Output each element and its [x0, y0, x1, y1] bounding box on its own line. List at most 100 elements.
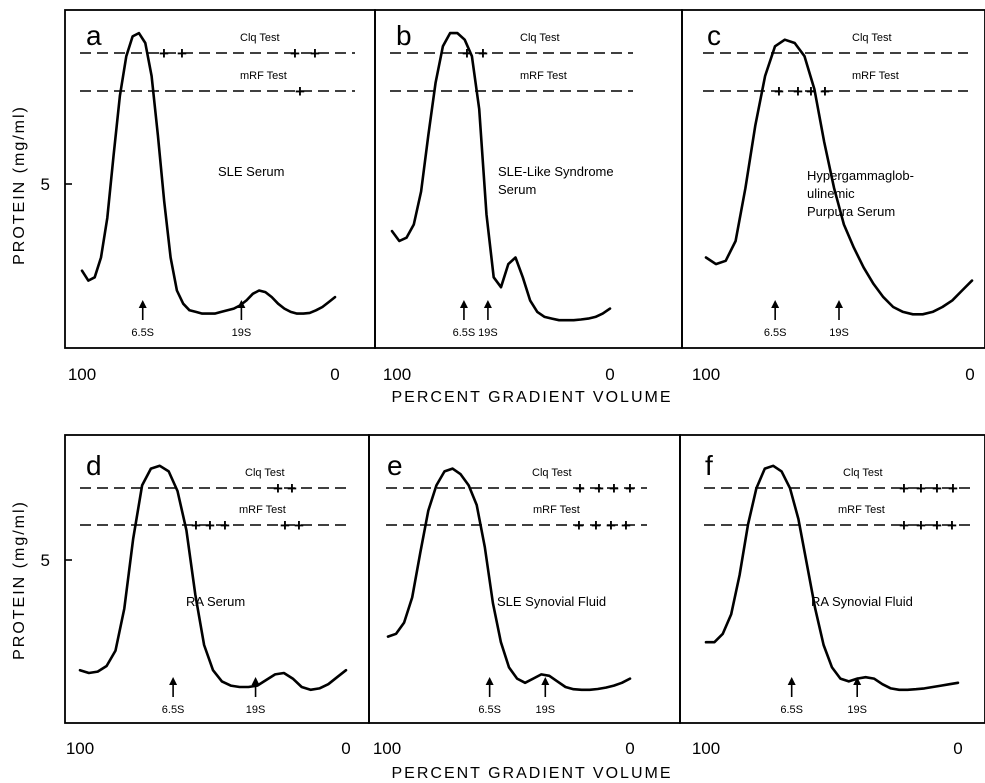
y-axis-title-bottom: PROTEIN (mg/ml) [11, 500, 28, 660]
marker-label: 19S [232, 327, 252, 339]
series-line-d [78, 464, 348, 692]
mrf-plus-mark: + [280, 516, 290, 535]
clq-plus-mark: + [287, 479, 297, 498]
panel-frame-c [681, 9, 985, 349]
panel-letter-d: d [86, 450, 102, 481]
mrf-plus-mark: + [591, 516, 601, 535]
panel-annotation-b: Serum [498, 182, 536, 197]
x-tick-label-0: 0 [953, 739, 962, 758]
mrf-test-label-e: mRF Test [533, 504, 580, 516]
marker-arrowhead [485, 677, 494, 685]
clq-plus-mark: + [273, 479, 283, 498]
panel-letter-e: e [387, 450, 403, 481]
marker-arrowhead [541, 677, 550, 685]
marker-arrowhead [835, 300, 843, 308]
mrf-plus-mark: + [191, 516, 201, 535]
clq-test-label-b: Clq Test [520, 32, 560, 44]
marker-label: 19S [246, 704, 266, 716]
series-line-c [704, 38, 974, 316]
marker-label: 6.5S [162, 704, 185, 716]
clq-plus-mark: + [594, 479, 604, 498]
marker-label: 6.5S [478, 704, 501, 716]
mrf-plus-mark: + [806, 82, 816, 101]
marker-arrowhead [771, 300, 780, 308]
mrf-plus-mark: + [220, 516, 230, 535]
marker-label: 19S [847, 704, 867, 716]
clq-plus-mark: + [177, 44, 187, 63]
x-tick-label-100: 100 [66, 739, 94, 758]
clq-plus-mark: + [899, 479, 909, 498]
y-axis-title-top: PROTEIN (mg/ml) [11, 105, 28, 265]
marker-arrowhead [483, 300, 492, 308]
clq-plus-mark: + [478, 44, 488, 63]
marker-arrowhead [787, 677, 796, 685]
panel-annotation-c: Hypergammaglob- [807, 168, 914, 183]
clq-plus-mark: + [625, 479, 635, 498]
series-line-a [80, 31, 337, 315]
x-tick-label-100: 100 [692, 739, 720, 758]
panel-annotation-c: ulinemic [807, 186, 855, 201]
mrf-plus-mark: + [294, 516, 304, 535]
series-line-e [386, 467, 632, 692]
panel-frame-d [64, 434, 370, 724]
clq-plus-mark: + [948, 479, 958, 498]
mrf-plus-mark: + [774, 82, 784, 101]
clq-plus-mark: + [462, 44, 472, 63]
mrf-plus-mark: + [820, 82, 830, 101]
x-tick-label-0: 0 [625, 739, 634, 758]
x-axis-title-top: PERCENT GRADIENT VOLUME [391, 389, 672, 406]
marker-label: 19S [829, 327, 849, 339]
clq-test-label-f: Clq Test [843, 467, 883, 479]
mrf-plus-mark: + [793, 82, 803, 101]
x-tick-label-100: 100 [692, 365, 720, 384]
marker-arrowhead [251, 677, 260, 685]
mrf-plus-mark: + [932, 516, 942, 535]
panel-frame-f [679, 434, 985, 724]
marker-arrowhead [459, 300, 468, 308]
series-line-f [704, 464, 960, 692]
panel-annotation-a: SLE Serum [218, 164, 284, 179]
x-tick-label-0: 0 [605, 365, 614, 384]
marker-label: 19S [536, 704, 556, 716]
mrf-plus-mark: + [574, 516, 584, 535]
y-tick-label-top: 5 [41, 175, 50, 194]
panel-letter-b: b [396, 20, 412, 51]
mrf-plus-mark: + [947, 516, 957, 535]
clq-plus-mark: + [575, 479, 585, 498]
clq-plus-mark: + [159, 44, 169, 63]
clq-test-label-d: Clq Test [245, 467, 285, 479]
clq-plus-mark: + [932, 479, 942, 498]
mrf-test-label-f: mRF Test [838, 504, 885, 516]
clq-plus-mark: + [916, 479, 926, 498]
x-tick-label-0: 0 [341, 739, 350, 758]
panel-letter-f: f [705, 450, 713, 481]
marker-arrowhead [138, 300, 147, 308]
x-tick-label-0: 0 [330, 365, 339, 384]
mrf-plus-mark: + [205, 516, 215, 535]
marker-label: 6.5S [780, 704, 803, 716]
x-tick-label-0: 0 [965, 365, 974, 384]
marker-arrowhead [169, 677, 178, 685]
series-line-b [390, 31, 612, 322]
clq-plus-mark: + [290, 44, 300, 63]
marker-label: 19S [478, 327, 498, 339]
panel-annotation-b: SLE-Like Syndrome [498, 164, 614, 179]
marker-arrowhead [237, 300, 246, 308]
x-axis-title-bottom: PERCENT GRADIENT VOLUME [391, 765, 672, 782]
clq-test-label-e: Clq Test [532, 467, 572, 479]
y-tick-label-bottom: 5 [41, 551, 50, 570]
clq-plus-mark: + [609, 479, 619, 498]
clq-plus-mark: + [310, 44, 320, 63]
mrf-plus-mark: + [916, 516, 926, 535]
panel-letter-c: c [707, 20, 721, 51]
panel-annotation-d: RA Serum [186, 594, 245, 609]
mrf-plus-mark: + [295, 82, 305, 101]
clq-test-label-a: Clq Test [240, 32, 280, 44]
mrf-test-label-c: mRF Test [852, 70, 899, 82]
mrf-plus-mark: + [899, 516, 909, 535]
x-tick-label-100: 100 [373, 739, 401, 758]
marker-label: 6.5S [453, 327, 476, 339]
mrf-test-label-b: mRF Test [520, 70, 567, 82]
mrf-test-label-d: mRF Test [239, 504, 286, 516]
clq-test-label-c: Clq Test [852, 32, 892, 44]
